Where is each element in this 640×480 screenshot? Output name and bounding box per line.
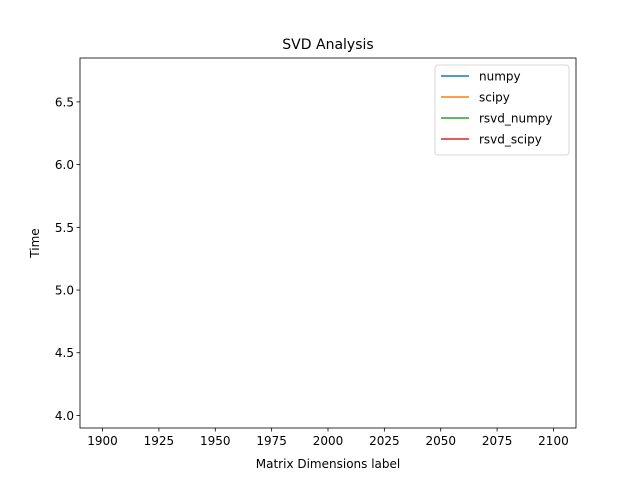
legend-label-rsvd_numpy: rsvd_numpy [479,112,553,126]
x-axis-label: Matrix Dimensions label [256,457,400,471]
y-tick-label: 4.5 [55,346,74,360]
x-tick-label: 2050 [425,434,456,448]
legend-label-numpy: numpy [479,70,521,84]
y-tick-label: 4.0 [55,409,74,423]
x-tick-label: 1975 [256,434,287,448]
x-tick-label: 1900 [87,434,118,448]
x-tick-label: 1950 [200,434,231,448]
x-axis-ticks: 1900 1925 1950 1975 2000 2025 2050 2075 2100 [87,428,569,448]
legend-frame [434,64,570,156]
y-axis-label: Time [28,228,42,258]
x-tick-label: 2100 [538,434,569,448]
x-tick-label: 2000 [313,434,344,448]
y-tick-label: 5.5 [55,221,74,235]
legend-label-scipy: scipy [479,91,510,105]
y-tick-label: 6.5 [55,95,74,109]
chart-title: SVD Analysis [282,37,373,53]
legend: numpy scipy rsvd_numpy rsvd_scipy [434,64,570,156]
plot-frame [79,57,577,429]
x-tick-label: 2025 [369,434,400,448]
y-axis-ticks: 4.0 4.5 5.0 5.5 6.0 6.5 [55,95,80,423]
y-tick-label: 5.0 [55,284,74,298]
y-tick-label: 6.0 [55,158,74,172]
x-tick-label: 2075 [482,434,513,448]
legend-label-rsvd_scipy: rsvd_scipy [479,133,542,147]
x-tick-label: 1925 [144,434,175,448]
